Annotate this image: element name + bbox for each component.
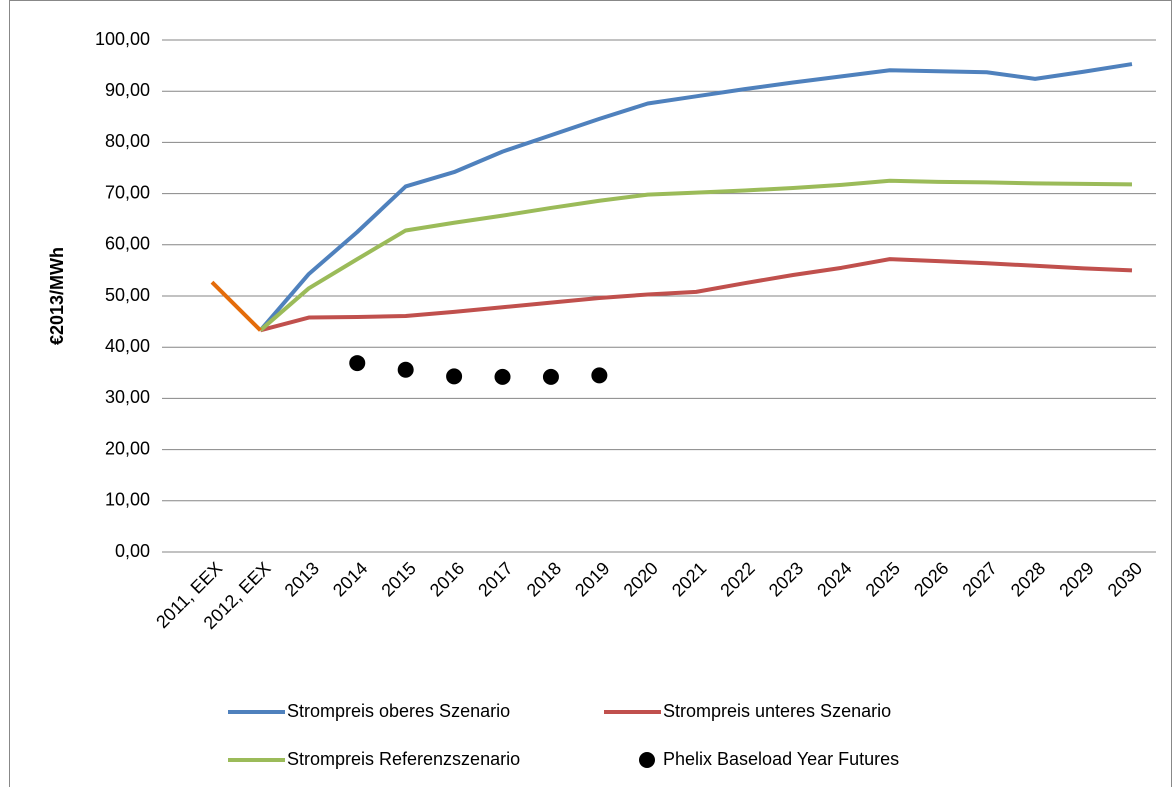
x-tick-label: 2028 <box>1007 558 1049 600</box>
y-axis-label: €2013/MWh <box>47 247 67 345</box>
series-line <box>258 62 1133 332</box>
x-tick-label: 2024 <box>813 558 855 600</box>
y-tick-label: 30,00 <box>105 387 150 407</box>
x-tick-label: 2016 <box>426 558 468 600</box>
x-tick-label: 2029 <box>1055 558 1097 600</box>
x-tick-label: 2018 <box>523 558 565 600</box>
x-tick-label: 2026 <box>910 558 952 600</box>
x-tick-label: 2027 <box>958 558 1000 600</box>
x-tick-label: 2015 <box>377 558 419 600</box>
data-point <box>446 368 463 385</box>
y-tick-label: 40,00 <box>105 336 150 356</box>
y-tick-label: 60,00 <box>105 234 150 254</box>
legend-label: Strompreis oberes Szenario <box>287 701 510 721</box>
data-point <box>494 368 511 385</box>
y-tick-label: 20,00 <box>105 438 150 458</box>
y-tick-label: 80,00 <box>105 131 150 151</box>
series-line <box>259 257 1133 333</box>
legend-label: Strompreis Referenzszenario <box>287 749 520 769</box>
x-tick-label: 2019 <box>571 558 613 600</box>
legend-marker <box>639 752 655 768</box>
series-line <box>259 178 1133 332</box>
x-tick-label: 2022 <box>716 558 758 600</box>
y-tick-label: 0,00 <box>115 541 150 561</box>
legend-label: Strompreis unteres Szenario <box>663 701 891 721</box>
x-tick-label: 2020 <box>620 558 662 600</box>
x-tick-label: 2030 <box>1104 558 1146 600</box>
x-tick-label: 2017 <box>474 558 516 600</box>
y-tick-label: 50,00 <box>105 285 150 305</box>
chart-frame <box>9 0 1172 787</box>
data-point <box>349 355 366 372</box>
y-tick-label: 100,00 <box>95 29 150 49</box>
y-tick-label: 10,00 <box>105 490 150 510</box>
x-tick-label: 2025 <box>862 558 904 600</box>
data-point <box>591 367 608 384</box>
data-point <box>397 361 414 378</box>
legend-label: Phelix Baseload Year Futures <box>663 749 899 769</box>
x-tick-label: 2013 <box>281 558 323 600</box>
y-tick-label: 90,00 <box>105 80 150 100</box>
y-tick-label: 70,00 <box>105 182 150 202</box>
x-tick-label: 2021 <box>668 558 710 600</box>
data-point <box>542 368 559 385</box>
x-tick-label: 2014 <box>329 558 371 600</box>
x-tick-label: 2023 <box>765 558 807 600</box>
series-line <box>210 280 262 332</box>
